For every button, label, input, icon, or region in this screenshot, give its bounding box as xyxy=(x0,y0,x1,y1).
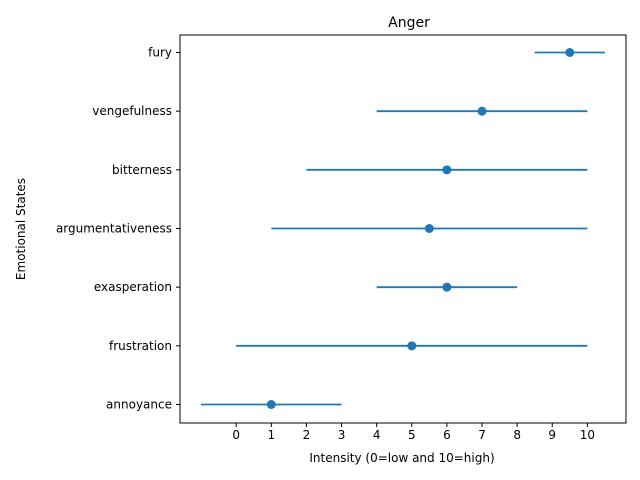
x-tick-label: 2 xyxy=(303,428,311,442)
x-tick-label: 7 xyxy=(478,428,486,442)
x-tick-label: 5 xyxy=(408,428,416,442)
y-axis-label: Emotional States xyxy=(14,178,28,280)
point-vengefulness xyxy=(477,106,487,116)
point-fury xyxy=(565,48,575,57)
x-tick-label: 10 xyxy=(580,428,595,442)
x-tick-label: 8 xyxy=(513,428,521,442)
point-argumentativeness xyxy=(424,224,434,233)
y-tick-label: frustration xyxy=(109,339,172,353)
y-tick-label: fury xyxy=(148,46,172,60)
point-exasperation xyxy=(442,282,452,292)
point-annoyance xyxy=(266,400,276,409)
point-frustration xyxy=(407,341,417,351)
y-tick-label: bitterness xyxy=(112,163,172,177)
y-tick-label: annoyance xyxy=(106,398,172,412)
y-tick-label: vengefulness xyxy=(92,104,172,118)
error-series xyxy=(201,48,605,409)
x-tick-label: 1 xyxy=(267,428,275,442)
x-tick-label: 0 xyxy=(232,428,240,442)
x-tick-label: 3 xyxy=(338,428,346,442)
x-tick-label: 9 xyxy=(548,428,556,442)
x-axis: 0 1 2 3 4 5 6 7 8 9 10 xyxy=(232,423,595,442)
x-axis-label: Intensity (0=low and 10=high) xyxy=(309,451,494,465)
y-tick-label: exasperation xyxy=(94,280,172,294)
x-tick-label: 6 xyxy=(443,428,451,442)
point-bitterness xyxy=(442,165,452,175)
chart-title: Anger xyxy=(388,15,430,31)
x-tick-label: 4 xyxy=(373,428,381,442)
y-tick-label: argumentativeness xyxy=(56,222,172,236)
y-axis: annoyance frustration exasperation argument… xyxy=(56,46,180,412)
